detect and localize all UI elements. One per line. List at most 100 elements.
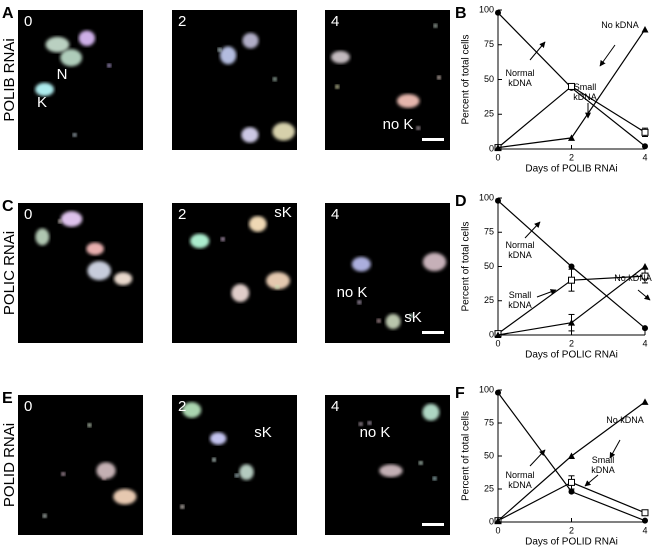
cell	[351, 256, 371, 272]
cell	[35, 82, 55, 97]
label-arrow	[584, 474, 599, 487]
x-axis-label: Days of POLIC RNAi	[525, 350, 618, 361]
point	[568, 319, 575, 326]
label-arrow	[609, 439, 621, 459]
label-arrow	[536, 289, 557, 298]
micrograph	[172, 395, 297, 535]
label-arrow	[529, 449, 546, 467]
cell	[432, 476, 437, 481]
row-label: POLID RNAi	[1, 423, 18, 507]
cell	[209, 432, 227, 445]
point	[494, 517, 502, 524]
micrograph	[18, 10, 143, 150]
annotation: sK	[404, 309, 422, 326]
y-tick-label: 75	[484, 227, 494, 237]
x-axis-label: Days of POLID RNAi	[525, 537, 618, 548]
cell	[231, 284, 250, 303]
cell	[272, 77, 277, 82]
row-label: POLIC RNAi	[1, 231, 18, 315]
cell	[422, 403, 440, 421]
y-tick-label: 25	[484, 295, 494, 305]
cell	[331, 50, 350, 64]
series-label: No kDNA	[614, 273, 652, 283]
series-label: Small kDNA	[508, 290, 532, 310]
y-tick-label: 0	[489, 516, 494, 526]
y-axis-label: Percent of total cells	[461, 411, 472, 501]
x-axis-label: Days of POLIB RNAi	[525, 164, 617, 175]
y-tick-label: 100	[479, 4, 494, 14]
point	[641, 398, 649, 405]
cell	[86, 242, 104, 256]
cell	[357, 300, 362, 305]
cell	[409, 313, 414, 318]
y-tick-label: 25	[484, 109, 494, 119]
point	[568, 452, 575, 459]
cell	[234, 473, 239, 478]
point	[641, 509, 649, 517]
panel-letter: F	[455, 385, 465, 402]
cell	[212, 457, 217, 462]
cell	[416, 126, 421, 131]
panel-letter: A	[2, 5, 14, 22]
annotation: K	[37, 94, 47, 111]
y-axis-label: Percent of total cells	[461, 221, 472, 311]
time-label: 2	[178, 206, 186, 223]
cell	[358, 422, 363, 427]
cell	[418, 460, 423, 465]
point	[494, 144, 502, 151]
cell	[379, 464, 403, 478]
annotation: no K	[383, 116, 414, 133]
x-tick-label: 4	[642, 152, 647, 162]
cell	[266, 272, 291, 290]
x-tick-label: 4	[642, 525, 647, 535]
point	[641, 128, 649, 136]
cell	[42, 513, 47, 518]
x-tick-label: 0	[495, 525, 500, 535]
panel-letter: D	[455, 193, 467, 210]
cell	[217, 47, 222, 52]
x-tick-label: 2	[569, 338, 574, 348]
x-tick-label: 2	[569, 152, 574, 162]
y-tick-label: 0	[489, 329, 494, 339]
cell	[275, 284, 280, 289]
series-label: Normal kDNA	[505, 68, 535, 88]
cell	[385, 313, 401, 330]
scale-bar	[422, 138, 444, 141]
y-axis-label: Percent of total cells	[461, 34, 472, 124]
cell	[220, 237, 225, 242]
cell	[242, 32, 259, 49]
annotation: N	[57, 66, 68, 83]
point	[494, 331, 502, 338]
y-tick-label: 50	[484, 450, 494, 460]
time-label: 2	[178, 13, 186, 30]
series-label: No kDNA	[601, 20, 639, 30]
panel-letter: E	[2, 390, 13, 407]
micrograph	[325, 10, 450, 150]
cell	[72, 132, 77, 137]
point	[641, 272, 649, 280]
annotation: sK	[254, 424, 272, 441]
cell	[396, 94, 420, 108]
x-tick-label: 0	[495, 338, 500, 348]
label-arrow	[524, 221, 541, 239]
cell	[60, 49, 83, 67]
cell	[107, 63, 112, 68]
y-tick-label: 100	[479, 192, 494, 202]
point	[495, 197, 501, 204]
cell	[61, 471, 66, 476]
cell	[241, 127, 259, 143]
cell	[45, 36, 70, 53]
cell	[219, 46, 237, 65]
x-tick-label: 4	[642, 338, 647, 348]
cell	[114, 272, 133, 286]
annotation: no K	[360, 424, 391, 441]
point	[568, 478, 575, 486]
point	[495, 9, 501, 16]
point	[495, 389, 501, 396]
cell	[35, 228, 50, 246]
y-tick-label: 75	[484, 39, 494, 49]
cell	[272, 122, 295, 141]
x-tick-label: 2	[569, 525, 574, 535]
